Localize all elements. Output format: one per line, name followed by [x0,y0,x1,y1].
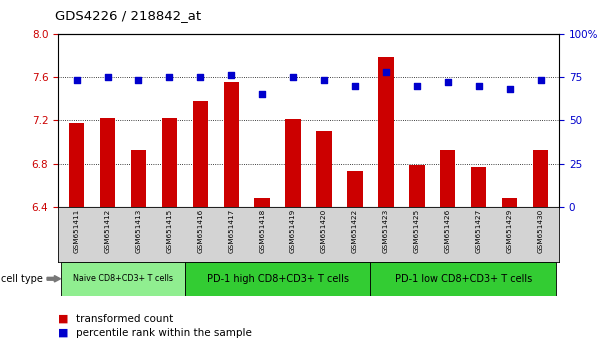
Point [536,78,546,83]
Text: GSM651426: GSM651426 [445,209,451,253]
Text: GSM651417: GSM651417 [229,209,234,253]
Text: GSM651429: GSM651429 [507,209,513,253]
Bar [185,262,370,296]
Text: GSM651420: GSM651420 [321,209,327,253]
Bar [471,167,486,207]
Point [443,79,453,85]
Bar [409,165,425,207]
Point [350,83,360,88]
Point [103,74,112,80]
Point [164,74,174,80]
Text: GSM651415: GSM651415 [166,209,172,253]
Bar [347,171,363,207]
Text: GSM651411: GSM651411 [73,209,79,253]
Bar [224,82,239,207]
Bar [131,150,146,207]
Point [71,78,81,83]
Text: GSM651412: GSM651412 [104,209,111,253]
Bar [100,118,115,207]
Point [134,78,144,83]
Point [381,69,391,75]
Text: GSM651423: GSM651423 [383,209,389,253]
Text: GSM651427: GSM651427 [475,209,481,253]
Bar [192,101,208,207]
Point [319,78,329,83]
Point [474,83,483,88]
Bar [316,131,332,207]
Text: ■: ■ [58,314,68,324]
Bar [378,57,393,207]
Text: GSM651425: GSM651425 [414,209,420,253]
Text: GSM651418: GSM651418 [259,209,265,253]
Bar [254,199,270,207]
Bar [69,122,84,207]
Text: GSM651419: GSM651419 [290,209,296,253]
Bar [61,262,185,296]
Text: GSM651416: GSM651416 [197,209,203,253]
Point [412,83,422,88]
Bar [502,199,518,207]
Text: GSM651413: GSM651413 [136,209,142,253]
Text: GDS4226 / 218842_at: GDS4226 / 218842_at [55,9,201,22]
Point [196,74,205,80]
Bar [440,150,455,207]
Text: PD-1 high CD8+CD3+ T cells: PD-1 high CD8+CD3+ T cells [207,274,349,284]
Point [226,73,236,78]
Text: transformed count: transformed count [76,314,174,324]
Bar [285,119,301,207]
Text: GSM651430: GSM651430 [538,209,544,253]
Point [257,92,267,97]
Bar [533,150,548,207]
Point [505,86,514,92]
Text: cell type: cell type [1,274,43,284]
Bar [370,262,556,296]
Text: percentile rank within the sample: percentile rank within the sample [76,328,252,338]
Bar [162,118,177,207]
Point [288,74,298,80]
Text: GSM651422: GSM651422 [352,209,358,253]
Text: ■: ■ [58,328,68,338]
Text: Naive CD8+CD3+ T cells: Naive CD8+CD3+ T cells [73,274,173,283]
Text: PD-1 low CD8+CD3+ T cells: PD-1 low CD8+CD3+ T cells [395,274,532,284]
